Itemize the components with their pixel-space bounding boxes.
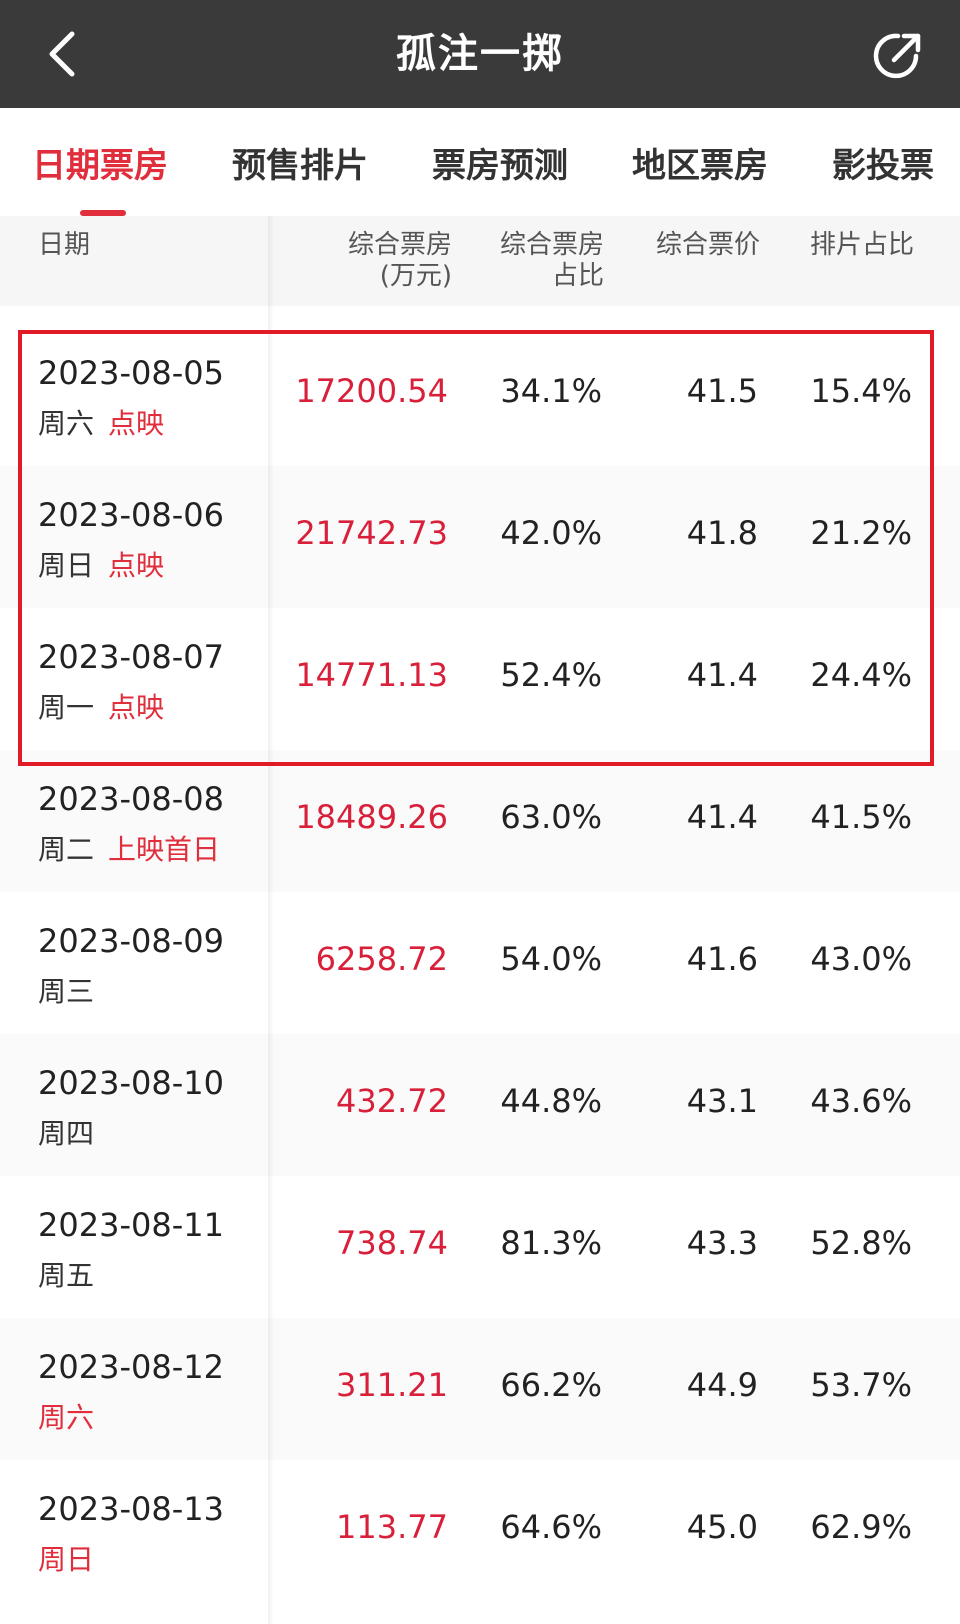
row-box-office: 14771.13 — [295, 656, 448, 694]
row-date: 2023-08-06 — [38, 496, 224, 534]
active-tab-indicator — [80, 210, 126, 216]
row-box-office: 311.21 — [336, 1366, 448, 1404]
column-header-box-office: 综合票房 (万元) — [348, 230, 452, 292]
row-date: 2023-08-05 — [38, 354, 224, 392]
row-avg-price: 41.4 — [686, 798, 758, 836]
row-avg-price: 44.9 — [686, 1366, 758, 1404]
table-row[interactable]: 2023-08-06 周日 点映 21742.73 42.0% 41.8 21.2% — [0, 466, 960, 608]
table-row[interactable]: 2023-08-07 周一 点映 14771.13 52.4% 41.4 24.4% — [0, 608, 960, 750]
row-schedule-share: 41.5% — [810, 798, 912, 836]
row-date: 2023-08-12 — [38, 1348, 224, 1386]
row-avg-price: 41.6 — [686, 940, 758, 978]
sticky-column-shadow — [268, 216, 274, 1624]
column-header-schedule: 排片占比 — [809, 230, 914, 260]
row-box-office-share: 66.2% — [500, 1366, 602, 1404]
chevron-left-icon[interactable] — [36, 26, 92, 82]
table-row[interactable]: 2023-08-10 周四 432.72 44.8% 43.1 43.6% — [0, 1034, 960, 1176]
row-box-office-share: 54.0% — [500, 940, 602, 978]
row-avg-price: 43.1 — [686, 1082, 758, 1120]
tab-box-office-forecast[interactable]: 票房预测 — [432, 146, 568, 186]
row-date: 2023-08-11 — [38, 1206, 224, 1244]
table-row[interactable]: 2023-08-13 周日 113.77 64.6% 45.0 62.9% — [0, 1460, 960, 1602]
row-schedule-share: 53.7% — [810, 1366, 912, 1404]
row-date: 2023-08-10 — [38, 1064, 224, 1102]
top-bar: 孤注一掷 — [0, 0, 960, 108]
row-schedule-share: 43.6% — [810, 1082, 912, 1120]
column-header-date: 日期 — [38, 230, 91, 260]
column-header-share: 综合票房 占比 — [500, 230, 604, 292]
row-weekday: 周四 — [38, 1117, 95, 1150]
row-avg-price: 43.3 — [686, 1224, 758, 1262]
row-box-office: 17200.54 — [295, 372, 448, 410]
row-tag: 点映 — [108, 407, 165, 440]
table-row[interactable]: 2023-08-09 周三 6258.72 54.0% 41.6 43.0% — [0, 892, 960, 1034]
row-date: 2023-08-08 — [38, 780, 224, 818]
row-avg-price: 45.0 — [686, 1508, 758, 1546]
column-header-box-office-line1: 综合票房 — [347, 230, 452, 260]
page-title: 孤注一掷 — [396, 31, 564, 77]
row-weekday: 周六 — [38, 407, 95, 440]
row-avg-price: 41.8 — [686, 514, 758, 552]
tab-presale-schedule[interactable]: 预售排片 — [232, 146, 368, 186]
row-box-office-share: 52.4% — [500, 656, 602, 694]
row-date: 2023-08-07 — [38, 638, 224, 676]
row-box-office: 18489.26 — [295, 798, 448, 836]
tab-daily-box-office[interactable]: 日期票房 — [32, 146, 168, 186]
column-header-box-office-line2: (万元) — [379, 261, 452, 291]
row-box-office-share: 81.3% — [500, 1224, 602, 1262]
row-box-office: 21742.73 — [295, 514, 448, 552]
highlight-box — [18, 330, 934, 766]
tab-regional-box-office[interactable]: 地区票房 — [632, 146, 768, 186]
row-weekday: 周二 — [38, 833, 95, 866]
share-icon[interactable] — [868, 26, 928, 86]
row-avg-price: 41.4 — [686, 656, 758, 694]
row-box-office: 113.77 — [336, 1508, 448, 1546]
row-tag: 点映 — [108, 549, 165, 582]
row-box-office: 738.74 — [336, 1224, 448, 1262]
table-row[interactable]: 2023-08-08 周二 上映首日 18489.26 63.0% 41.4 41.5% — [0, 750, 960, 892]
row-weekday: 周日 — [38, 549, 95, 582]
row-weekday: 周日 — [38, 1543, 95, 1576]
row-box-office: 6258.72 — [315, 940, 448, 978]
row-box-office-share: 42.0% — [500, 514, 602, 552]
row-weekday: 周一 — [38, 691, 95, 724]
row-schedule-share: 21.2% — [810, 514, 912, 552]
row-date: 2023-08-09 — [38, 922, 224, 960]
row-weekday: 周五 — [38, 1259, 95, 1292]
row-weekday: 周六 — [38, 1401, 95, 1434]
row-tag: 点映 — [108, 691, 165, 724]
table-row[interactable]: 2023-08-11 周五 738.74 81.3% 43.3 52.8% — [0, 1176, 960, 1318]
table-header: 日期 综合票房 (万元) 综合票房 占比 综合票价 排片占比 — [0, 216, 960, 306]
row-schedule-share: 52.8% — [810, 1224, 912, 1262]
row-schedule-share: 43.0% — [810, 940, 912, 978]
table-row[interactable]: 2023-08-12 周六 311.21 66.2% 44.9 53.7% — [0, 1318, 960, 1460]
tab-bar: 日期票房 预售排片 票房预测 地区票房 影投票 — [0, 108, 960, 216]
tab-cinema-investor[interactable]: 影投票 — [832, 146, 934, 186]
row-weekday: 周三 — [38, 975, 95, 1008]
row-tag: 上映首日 — [108, 833, 221, 866]
column-header-share-line1: 综合票房 — [499, 230, 604, 260]
column-header-price: 综合票价 — [655, 230, 760, 260]
row-box-office-share: 64.6% — [500, 1508, 602, 1546]
row-schedule-share: 15.4% — [810, 372, 912, 410]
row-box-office-share: 63.0% — [500, 798, 602, 836]
column-header-share-line2: 占比 — [551, 261, 604, 291]
row-schedule-share: 62.9% — [810, 1508, 912, 1546]
row-box-office: 432.72 — [336, 1082, 448, 1120]
row-date: 2023-08-13 — [38, 1490, 224, 1528]
row-box-office-share: 34.1% — [500, 372, 602, 410]
row-schedule-share: 24.4% — [810, 656, 912, 694]
row-box-office-share: 44.8% — [500, 1082, 602, 1120]
row-avg-price: 41.5 — [686, 372, 758, 410]
table-row[interactable]: 2023-08-05 周六 点映 17200.54 34.1% 41.5 15.4% — [0, 324, 960, 466]
